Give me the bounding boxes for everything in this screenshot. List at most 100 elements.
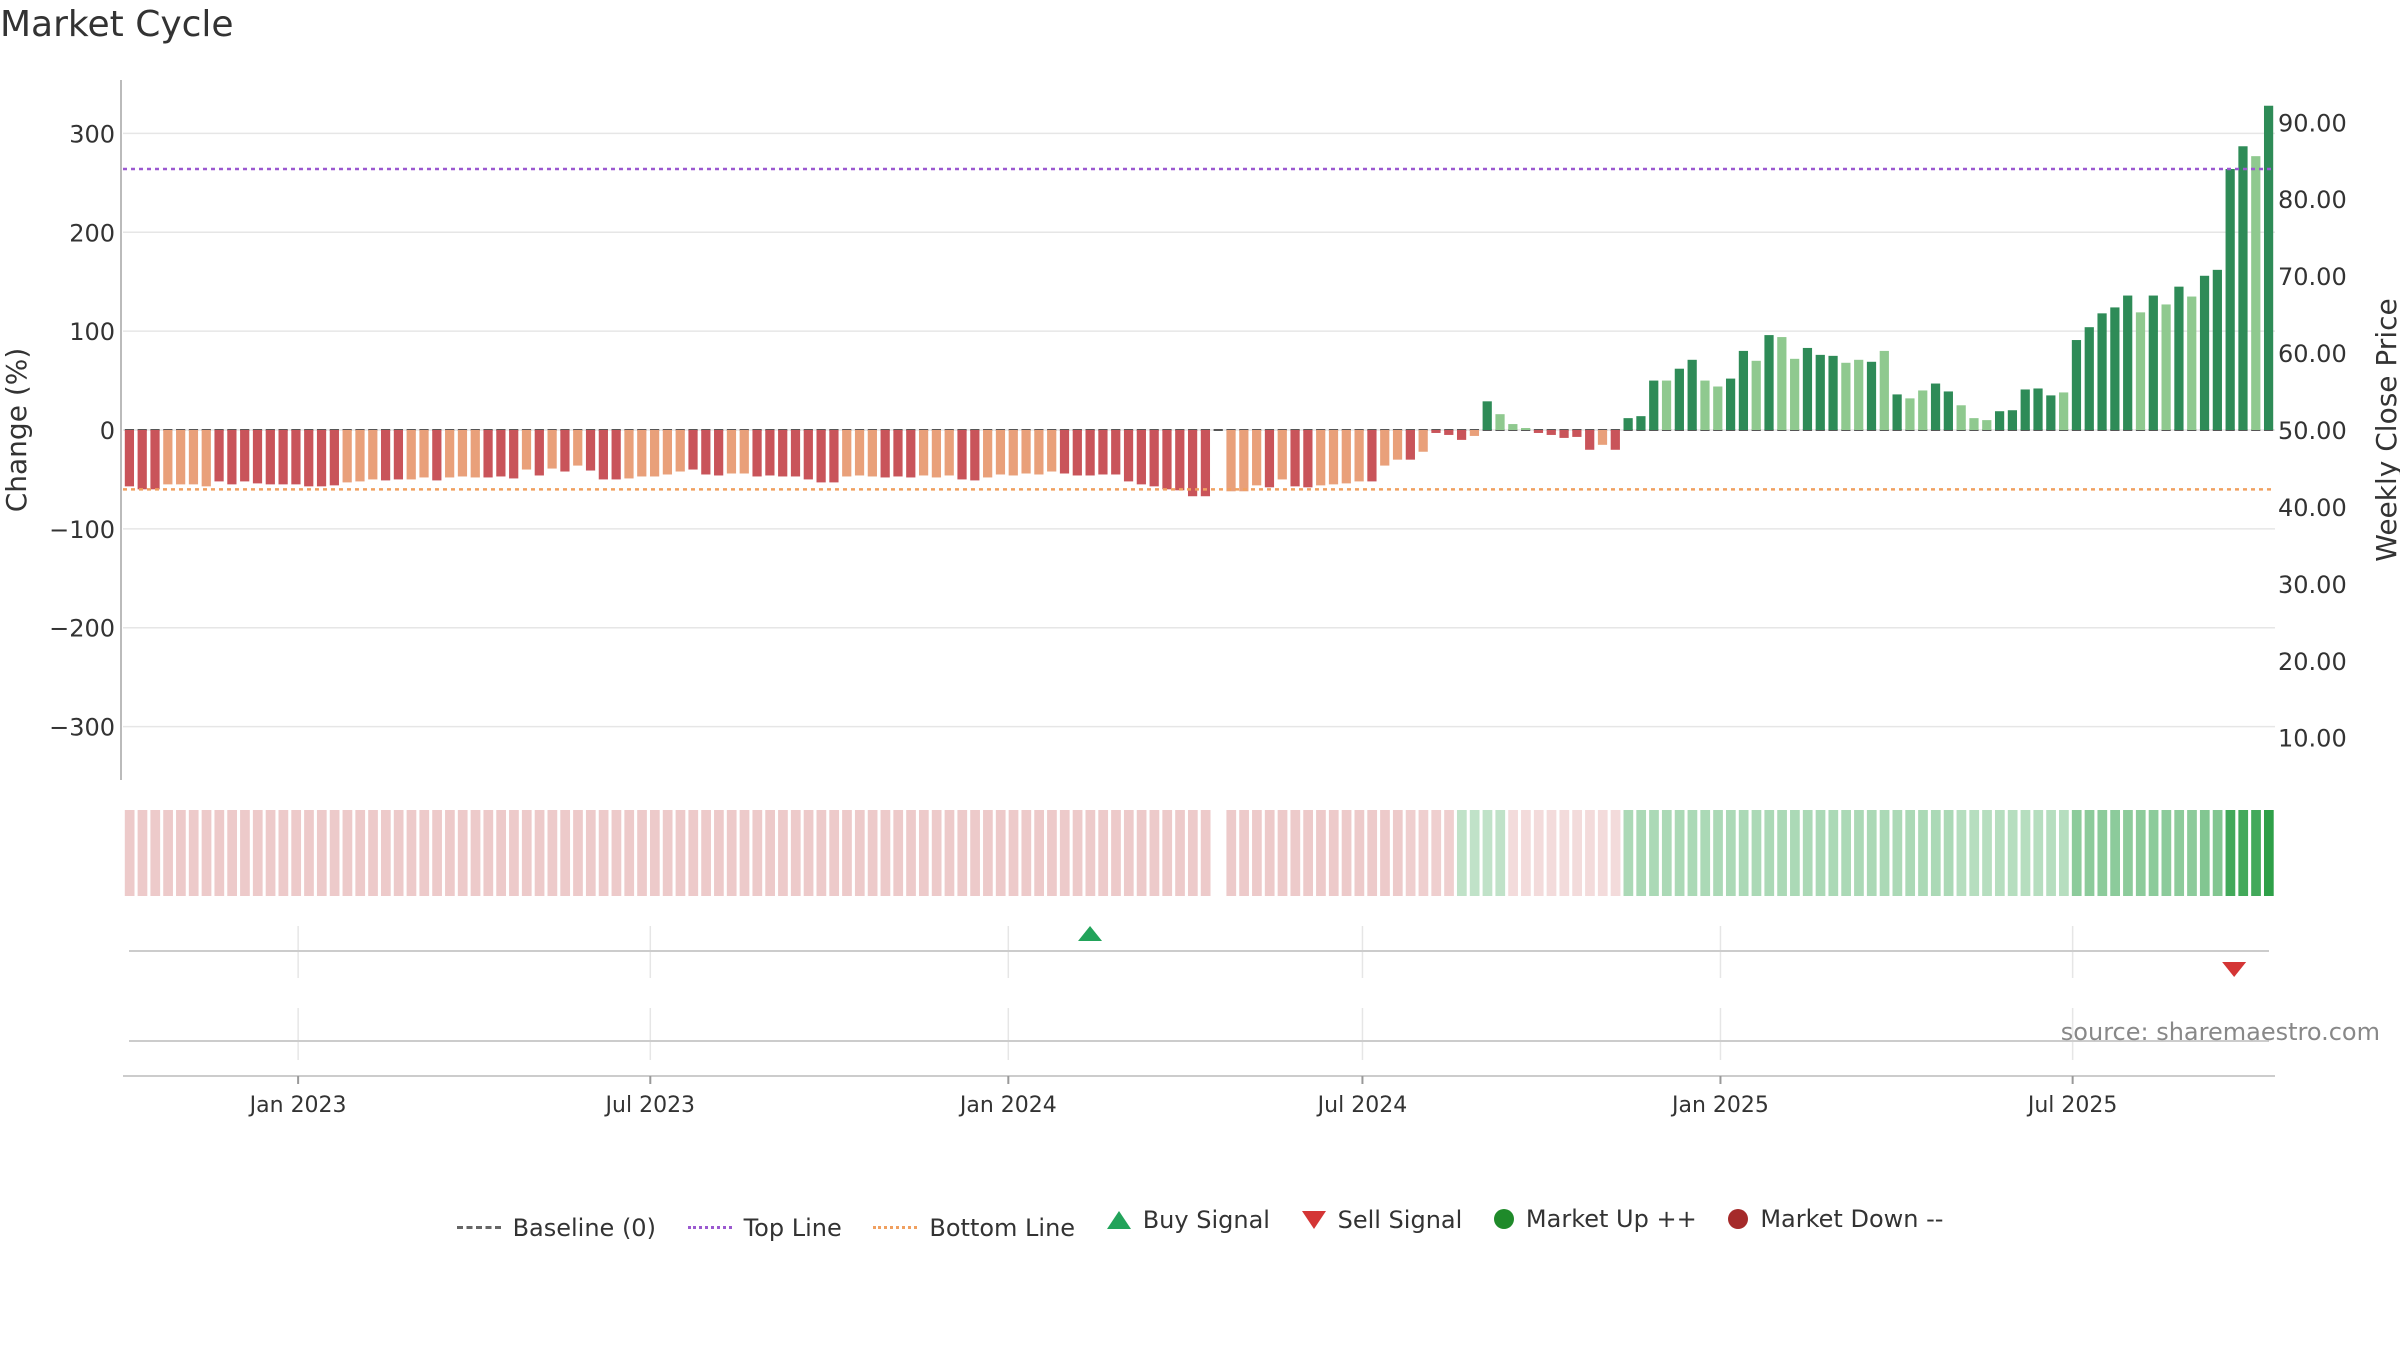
change-bar bbox=[1482, 401, 1492, 430]
heat-cell bbox=[893, 810, 904, 896]
change-bar bbox=[201, 430, 211, 487]
change-bar bbox=[304, 430, 314, 487]
change-bar bbox=[1879, 350, 1889, 430]
x-tick-label: Jan 2023 bbox=[248, 1093, 347, 1118]
change-bar bbox=[1636, 416, 1646, 430]
heat-cell bbox=[2238, 810, 2249, 896]
heat-cell bbox=[2020, 810, 2031, 896]
heat-cell bbox=[1700, 810, 1711, 896]
heat-cell bbox=[1469, 810, 1480, 896]
change-bar bbox=[150, 430, 160, 490]
heat-cell bbox=[752, 810, 763, 896]
sell-signal-marker bbox=[2222, 962, 2247, 977]
change-bar bbox=[1687, 359, 1697, 430]
change-bar bbox=[1802, 347, 1813, 430]
heat-cell bbox=[714, 810, 724, 896]
y2-tick-label: 40.00 bbox=[2278, 494, 2347, 522]
legend-market-up[interactable]: Market Up ++ bbox=[1493, 1205, 1697, 1233]
heat-cell bbox=[1521, 810, 1531, 896]
heat-cell bbox=[1661, 810, 1672, 896]
change-bar bbox=[329, 430, 339, 486]
change-bar bbox=[1982, 420, 1992, 430]
heat-cell bbox=[1623, 810, 1634, 896]
heat-cell bbox=[983, 810, 993, 896]
change-bar bbox=[1111, 430, 1121, 475]
dotted-line-icon bbox=[873, 1226, 918, 1229]
change-bar bbox=[2020, 389, 2030, 430]
change-bar bbox=[1815, 354, 1825, 430]
heat-cell bbox=[1354, 810, 1365, 896]
change-bar bbox=[1277, 430, 1287, 480]
heat-cell bbox=[1367, 810, 1378, 896]
heat-cell bbox=[816, 810, 827, 896]
triangle-down-icon bbox=[1301, 1211, 1326, 1229]
heat-cell bbox=[662, 810, 673, 896]
axis-layer: 300 200 100 0 −100 −200 −300 90.00 80.00 70.00 60.… bbox=[49, 80, 2347, 1118]
heat-cell bbox=[214, 810, 225, 896]
change-bar bbox=[1572, 430, 1582, 437]
heat-cell bbox=[1546, 810, 1557, 896]
heat-cell bbox=[457, 810, 468, 896]
heat-cell bbox=[124, 810, 135, 896]
heat-cell bbox=[419, 810, 430, 896]
change-bar bbox=[1175, 430, 1185, 491]
change-bar bbox=[316, 430, 327, 487]
change-bar bbox=[163, 430, 173, 485]
heat-cell bbox=[739, 810, 750, 896]
heat-cell bbox=[483, 810, 494, 896]
dashed-line-icon bbox=[456, 1226, 501, 1229]
heat-cell bbox=[470, 810, 481, 896]
change-bar bbox=[1854, 359, 1864, 430]
y2-tick-label: 70.00 bbox=[2278, 263, 2347, 291]
change-bar bbox=[573, 430, 583, 466]
change-bar bbox=[2161, 304, 2171, 430]
heat-cell bbox=[918, 810, 929, 896]
change-bar bbox=[1149, 430, 1159, 487]
heat-cell bbox=[803, 810, 814, 896]
legend-buy-signal[interactable]: Buy Signal bbox=[1106, 1206, 1270, 1234]
legend-label: Market Down -- bbox=[1760, 1205, 1944, 1233]
heat-cell bbox=[1264, 810, 1275, 896]
heat-cell bbox=[778, 810, 788, 896]
heat-cell bbox=[1969, 810, 1980, 896]
change-bar bbox=[714, 430, 724, 476]
change-bar bbox=[752, 430, 762, 477]
heat-cell bbox=[970, 810, 980, 896]
change-bar bbox=[829, 430, 839, 483]
change-bar bbox=[1994, 411, 2005, 430]
change-bar bbox=[1072, 430, 1082, 476]
change-bar bbox=[137, 430, 147, 490]
legend-sell-signal[interactable]: Sell Signal bbox=[1301, 1206, 1462, 1234]
legend-bottom-line[interactable]: Bottom Line bbox=[873, 1214, 1075, 1242]
change-bar bbox=[1508, 424, 1518, 430]
change-bar bbox=[1649, 380, 1659, 430]
heat-cell bbox=[1418, 810, 1429, 896]
y-tick-label: −300 bbox=[49, 714, 115, 742]
legend-top-line[interactable]: Top Line bbox=[687, 1214, 842, 1242]
change-bar bbox=[1098, 430, 1108, 475]
change-bar bbox=[1021, 430, 1031, 474]
legend-baseline[interactable]: Baseline (0) bbox=[456, 1214, 656, 1242]
change-bar bbox=[2199, 275, 2210, 430]
change-bar bbox=[765, 430, 775, 476]
change-bar bbox=[1905, 398, 1915, 430]
y-tick-label: −100 bbox=[49, 516, 115, 544]
heat-cell bbox=[355, 810, 366, 896]
heat-strip bbox=[124, 810, 2274, 896]
heat-cell bbox=[726, 810, 737, 896]
heat-cell bbox=[240, 810, 250, 896]
heat-cell bbox=[2187, 810, 2197, 896]
change-bar bbox=[1303, 430, 1313, 488]
legend-market-down[interactable]: Market Down -- bbox=[1728, 1205, 1943, 1233]
change-bar bbox=[1738, 350, 1749, 430]
heat-cell bbox=[1200, 810, 1211, 896]
change-bar bbox=[2212, 269, 2222, 430]
heat-cell bbox=[380, 810, 391, 896]
y2-tick-label: 20.00 bbox=[2278, 648, 2347, 676]
change-bar bbox=[1354, 430, 1364, 482]
change-bar bbox=[1380, 430, 1390, 466]
y2-tick-label: 50.00 bbox=[2278, 417, 2347, 445]
chart-title: Market Cycle bbox=[0, 4, 234, 45]
heat-cell bbox=[1866, 810, 1877, 896]
change-bar bbox=[1162, 430, 1172, 490]
